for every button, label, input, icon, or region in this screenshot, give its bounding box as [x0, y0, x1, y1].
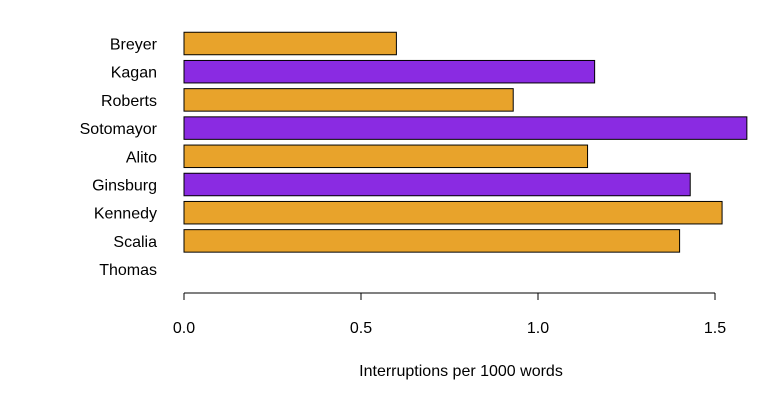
category-label-scalia: Scalia [113, 234, 157, 251]
x-tick-label: 0.5 [350, 320, 372, 337]
bar-kagan [183, 59, 596, 84]
x-axis-title: Interruptions per 1000 words [359, 363, 563, 380]
bar-sotomayor [183, 116, 748, 140]
category-label-roberts: Roberts [101, 93, 157, 110]
bar-scalia [183, 229, 681, 253]
category-label-kennedy: Kennedy [94, 206, 157, 223]
category-label-sotomayor: Sotomayor [80, 121, 158, 138]
bar-roberts [183, 88, 514, 112]
x-tick-label: 0.0 [173, 320, 195, 337]
category-label-alito: Alito [126, 149, 157, 166]
bar-alito [183, 144, 589, 169]
bar-kennedy [183, 200, 723, 225]
x-tick-label: 1.0 [527, 320, 549, 337]
category-labels: Breyer Kagan Roberts Sotomayor Alito Ginsburg… [80, 37, 158, 280]
x-ticks: 0.0 0.5 1.0 1.5 [173, 293, 726, 337]
category-label-breyer: Breyer [110, 37, 158, 54]
bars-group [183, 31, 748, 253]
bar-breyer [183, 31, 397, 56]
bar-ginsburg [183, 172, 691, 197]
x-tick-label: 1.5 [704, 320, 726, 337]
x-axis: 0.0 0.5 1.0 1.5 [173, 292, 726, 337]
category-label-thomas: Thomas [99, 262, 157, 279]
category-label-ginsburg: Ginsburg [92, 178, 157, 195]
category-label-kagan: Kagan [111, 65, 157, 82]
